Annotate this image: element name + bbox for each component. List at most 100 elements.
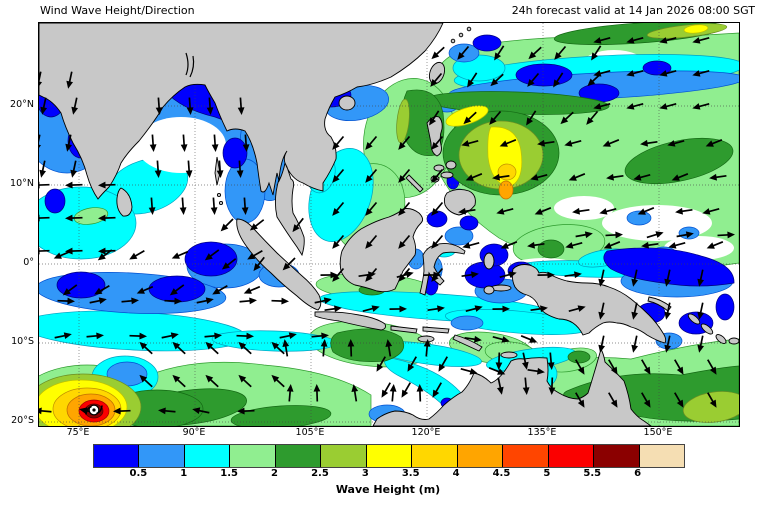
wind-direction-arrow [637,207,655,215]
wind-direction-arrow [185,160,193,178]
wind-direction-arrow [431,46,445,60]
wind-direction-arrow [605,231,623,239]
wind-direction-arrow [709,173,727,181]
wind-direction-arrow [139,374,153,388]
wind-direction-arrow [692,69,710,77]
wave-height-colorbar [93,444,685,468]
wind-direction-arrow [608,392,618,408]
wind-direction-arrow [598,335,606,353]
wind-direction-arrow [461,271,479,279]
forecast-valid-label: 24h forecast valid at 14 Jan 2026 08:00 … [511,4,755,17]
wind-direction-arrow [575,359,585,375]
wind-direction-arrow [500,241,518,249]
wind-direction-arrow [347,339,355,357]
wind-direction-arrow [626,69,644,77]
wind-direction-arrow [332,168,345,183]
wind-direction-arrow [554,45,567,60]
wind-direction-arrow [706,241,724,249]
wind-direction-arrow [431,168,444,183]
colorbar-cell [274,445,321,467]
wind-direction-arrow [548,377,556,395]
wind-direction-arrow [564,271,582,279]
colorbar-cell [229,445,275,467]
wind-direction-arrow [243,285,261,294]
wind-direction-arrow [671,173,689,181]
wind-direction-arrow [210,197,218,215]
wind-direction-arrow [575,231,593,239]
wind-direction-arrow [593,36,611,44]
wind-direction-arrow [608,359,618,375]
wind-direction-arrow [65,181,83,189]
colorbar-cell [411,445,457,467]
wind-direction-arrow [205,374,219,388]
wind-direction-arrow [154,160,162,178]
wind-direction-arrow [674,392,684,408]
wind-direction-arrow [196,297,214,305]
wind-direction-arrow [332,135,345,150]
wind-direction-arrow [282,339,290,357]
wind-direction-arrow [659,69,677,77]
wind-direction-arrow [572,207,590,215]
wind-direction-arrow [324,305,342,313]
wind-direction-arrow [401,382,411,398]
wind-direction-arrow [65,134,73,152]
colorbar-cell [183,445,230,467]
wind-direction-arrow [239,297,257,305]
wind-direction-arrow [242,134,250,152]
wind-direction-arrow [332,201,345,216]
wind-direction-arrow [460,367,478,375]
wind-direction-arrow [53,250,71,259]
wind-direction-arrow [204,249,220,261]
wind-direction-arrow [365,135,378,150]
wind-direction-arrow [423,271,441,279]
wind-direction-arrow [396,271,414,279]
colorbar-tick-label: 4.5 [492,468,511,479]
wind-direction-arrow [664,302,672,320]
colorbar-tick-label: 6 [634,468,642,479]
wind-direction-arrow [496,207,514,215]
wind-direction-arrow [86,332,104,340]
wind-direction-arrow [205,341,219,355]
wind-direction-arrow [238,374,252,388]
wind-direction-arrow [249,219,265,231]
wind-direction-arrow [39,134,42,152]
wind-direction-arrow [527,72,540,87]
wind-direction-arrow [172,341,186,355]
wind-direction-arrow [668,241,686,249]
wind-direction-arrow [631,269,639,287]
wind-direction-arrow [676,231,694,239]
colorbar-tick-label: 1 [180,468,188,479]
wind-direction-arrow [565,241,583,249]
wind-direction-arrow [271,374,285,388]
wind-direction-arrow [362,305,380,313]
wind-direction-arrow [314,297,332,305]
wind-direction-arrow [641,392,651,408]
wind-direction-arrow [602,139,620,147]
wind-direction-arrow [220,218,234,232]
wind-direction-arrow [70,160,78,178]
wind-direction-arrow [423,339,431,357]
wind-direction-arrow [40,97,48,115]
wind-direction-arrow [488,367,506,375]
wind-direction-arrow [54,332,72,340]
wind-direction-arrow [279,332,297,340]
wind-direction-arrow [462,241,480,249]
wind-direction-arrow [164,297,182,305]
wind-direction-arrow [351,384,359,402]
wind-direction-arrow [429,110,440,126]
wind-direction-arrow [603,241,621,249]
wind-direction-arrow [332,234,345,249]
wind-direction-arrow [526,110,537,126]
y-tick-label: 10°N [10,178,34,189]
x-tick-label: 105°E [295,427,325,438]
wind-direction-arrow [129,332,147,340]
wind-direction-arrow [465,305,483,313]
wind-direction-arrow [659,36,677,44]
wind-direction-arrow [171,250,189,259]
land-layer [39,23,739,426]
wind-direction-arrow [155,97,163,115]
wind-direction-arrow [247,250,263,260]
colorbar-tick-label: 4 [452,468,460,479]
wind-direction-arrow [438,356,448,372]
